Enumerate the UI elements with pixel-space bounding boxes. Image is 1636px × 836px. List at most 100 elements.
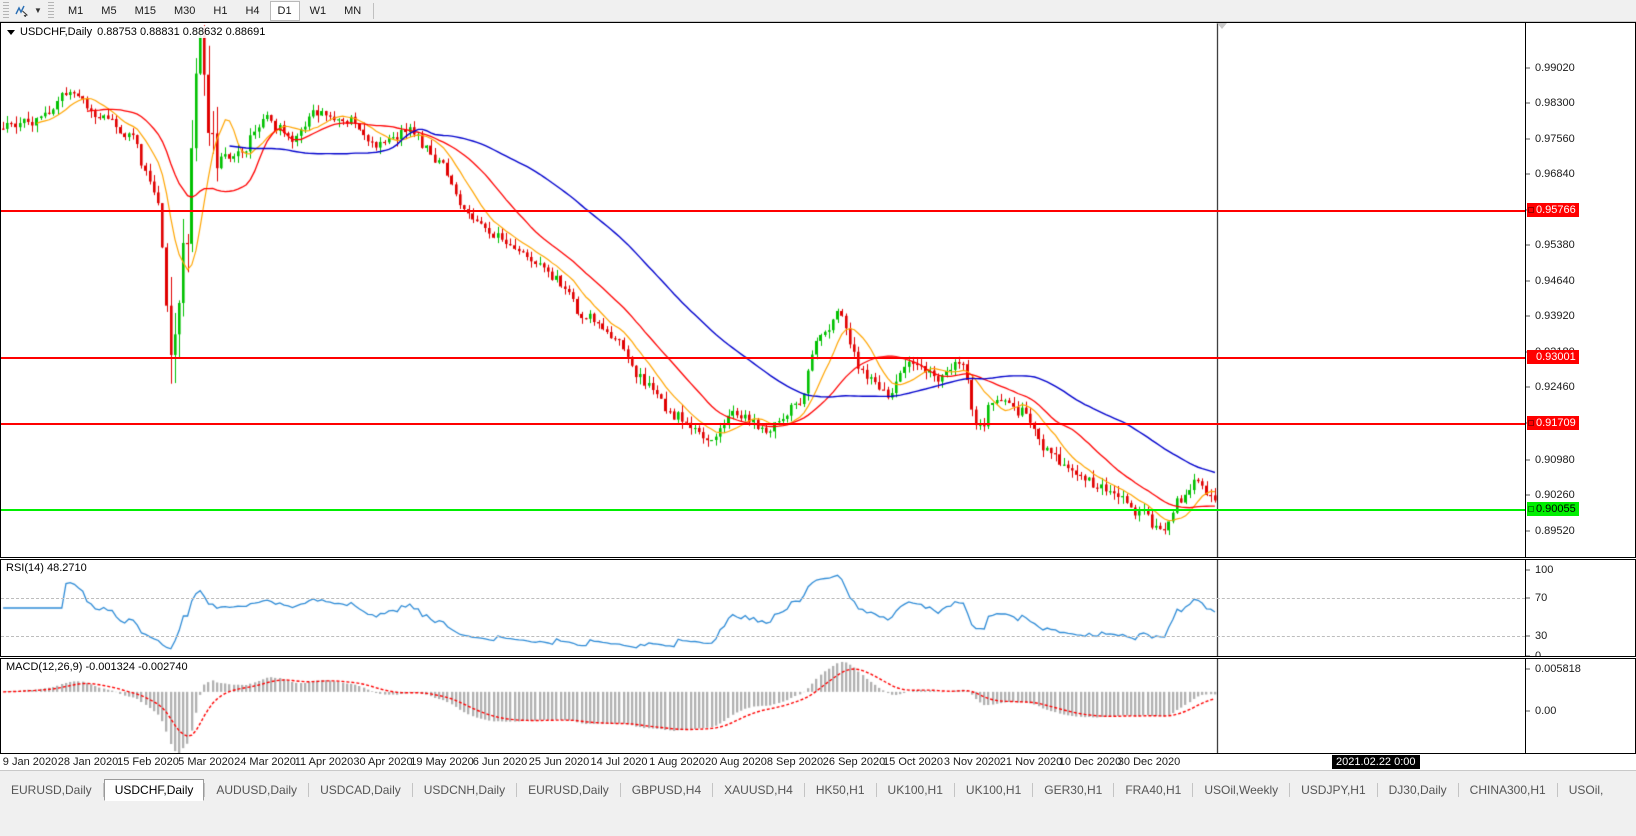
time-axis-label: 3 Nov 2020	[943, 756, 1001, 768]
rsi-axis: 100 70 30 0	[1525, 560, 1635, 656]
chart-tab-usoil-weekly[interactable]: USOil,Weekly	[1204, 783, 1279, 797]
chart-tab-usoil[interactable]: USOil,	[1568, 783, 1604, 797]
time-axis-label: 21 Nov 2020	[999, 756, 1063, 768]
toolbar-divider	[373, 2, 375, 19]
chart-tab-usdchf-daily[interactable]: USDCHF,Daily	[103, 779, 205, 801]
axis-tick-mark	[1526, 655, 1530, 656]
chart-tab-xauusd-h4[interactable]: XAUUSD,H4	[724, 783, 793, 797]
toolbar-drag-handle[interactable]	[3, 1, 9, 20]
tab-divider	[411, 783, 413, 797]
timeframe-buttons: M1 M5 M15 M30 H1 H4 D1 W1 MN	[60, 0, 369, 21]
chart-tab-uk100-h1[interactable]: UK100,H1	[965, 783, 1022, 797]
tab-divider	[875, 783, 877, 797]
tab-divider	[1457, 783, 1459, 797]
time-axis[interactable]: 9 Jan 2020 28 Jan 2020 15 Feb 2020 5 Mar 20…	[0, 755, 1636, 770]
chart-area[interactable]: USDCHF,Daily 0.88753 0.88831 0.88632 0.8…	[0, 22, 1636, 770]
chart-tabs: EURUSD,Daily USDCHF,Daily AUDUSD,Daily USDC…	[0, 779, 1636, 801]
tab-divider	[1376, 783, 1378, 797]
time-axis-label: 15 Oct 2020	[883, 756, 943, 768]
chart-tab-hk50-h1[interactable]: HK50,H1	[815, 783, 865, 797]
chart-tab-usdcad-daily[interactable]: USDCAD,Daily	[320, 783, 401, 797]
dropdown-caret-icon[interactable]: ▼	[34, 6, 42, 15]
time-axis-label: 14 Jul 2020	[590, 756, 648, 768]
timeframe-group-handle[interactable]	[48, 1, 54, 20]
candlestick-canvas	[1, 23, 1525, 557]
timeframe-h1[interactable]: H1	[213, 4, 228, 17]
time-axis-label: 8 Sep 2020	[766, 756, 824, 768]
price-plot[interactable]: USDCHF,Daily 0.88753 0.88831 0.88632 0.8…	[1, 23, 1525, 557]
level-line-support-1[interactable]	[1, 509, 1525, 511]
chart-tab-usdcnh-daily[interactable]: USDCNH,Daily	[423, 783, 506, 797]
price-tag-support-1[interactable]: 0.90055	[1527, 502, 1579, 516]
ohlc-values-text: 0.88753 0.88831 0.88632 0.88691	[97, 26, 266, 38]
price-tag-resistance-2[interactable]: 0.93001	[1527, 350, 1579, 364]
level-drag-handle[interactable]	[1528, 420, 1534, 426]
tab-divider	[803, 783, 805, 797]
rsi-canvas	[1, 560, 1525, 656]
axis-tick-label: 0.96840	[1535, 168, 1575, 180]
time-axis-label: 15 Feb 2020	[117, 756, 179, 768]
timeframe-m1[interactable]: M1	[68, 4, 84, 17]
level-drag-handle[interactable]	[1528, 506, 1534, 512]
chart-tab-usdjpy-h1[interactable]: USDJPY,H1	[1301, 783, 1366, 797]
price-tag-resistance-1[interactable]: 0.95766	[1527, 203, 1579, 217]
time-axis-label: 10 Dec 2020	[1058, 756, 1122, 768]
level-line-resistance-1[interactable]	[1, 210, 1525, 212]
chart-tab-audusd-daily[interactable]: AUDUSD,Daily	[216, 783, 298, 797]
tab-divider	[1192, 783, 1194, 797]
tab-divider	[308, 783, 310, 797]
price-axis[interactable]: 0.990200.983000.975600.968400.961000.953…	[1525, 23, 1635, 557]
chart-tab-china300-h1[interactable]: CHINA300,H1	[1469, 783, 1546, 797]
chart-tab-gbpusd-h4[interactable]: GBPUSD,H4	[631, 783, 702, 797]
axis-tick-label: 0.97560	[1535, 133, 1575, 145]
axis-tick-mark	[1526, 280, 1530, 282]
chart-cursor-icon[interactable]	[11, 2, 31, 20]
level-line-resistance-2[interactable]	[1, 357, 1525, 359]
timeframe-d1[interactable]: D1	[269, 0, 300, 21]
chart-tab-dj30-daily[interactable]: DJ30,Daily	[1388, 783, 1447, 797]
timeframe-m30[interactable]: M30	[173, 4, 196, 17]
chart-tab-uk100-h1[interactable]: UK100,H1	[887, 783, 943, 797]
tab-divider	[1556, 783, 1558, 797]
collapse-triangle-icon[interactable]	[7, 29, 15, 35]
tab-divider	[1289, 783, 1291, 797]
tab-divider	[204, 783, 206, 797]
rsi-pane[interactable]: RSI(14) 48.2710 100 70 30 0	[0, 559, 1636, 657]
chart-tab-ger30-h1[interactable]: GER30,H1	[1044, 783, 1103, 797]
timeframe-m15[interactable]: M15	[134, 4, 156, 17]
axis-tick-label: 100	[1535, 564, 1554, 576]
axis-tick-label: 0.93920	[1535, 310, 1575, 322]
chart-tab-eurusd-daily[interactable]: EURUSD,Daily	[11, 783, 92, 797]
axis-tick-mark	[1526, 569, 1530, 571]
macd-plot[interactable]: MACD(12,26,9) -0.001324 -0.002740	[1, 659, 1525, 753]
timeframe-m5[interactable]: M5	[101, 4, 117, 17]
symbol-timeframe-text: USDCHF,Daily	[20, 26, 93, 38]
rsi-plot[interactable]: RSI(14) 48.2710	[1, 560, 1525, 656]
chart-tab-fra40-h1[interactable]: FRA40,H1	[1125, 783, 1182, 797]
timeframe-mn[interactable]: MN	[344, 4, 362, 17]
level-drag-handle[interactable]	[1528, 207, 1534, 213]
axis-tick-mark	[1526, 138, 1530, 140]
axis-tick-label: 0.90260	[1535, 489, 1575, 501]
price-tag-value: 0.95766	[1536, 204, 1576, 216]
chart-scroll-marker-icon	[1217, 23, 1227, 29]
time-cursor-tag: 2021.02.22 0:00	[1332, 755, 1420, 769]
chart-tab-eurusd-daily[interactable]: EURUSD,Daily	[528, 783, 609, 797]
chart-symbol-label: USDCHF,Daily 0.88753 0.88831 0.88632 0.8…	[7, 26, 266, 38]
axis-tick-mark	[1526, 315, 1530, 317]
time-axis-label: 20 Aug 2020	[705, 756, 767, 768]
timeframe-h4[interactable]: H4	[245, 4, 260, 17]
time-axis-label: 28 Jan 2020	[57, 756, 119, 768]
price-tag-resistance-3[interactable]: 0.91709	[1527, 416, 1579, 430]
axis-tick-mark	[1526, 67, 1530, 69]
level-line-resistance-3[interactable]	[1, 423, 1525, 425]
axis-tick-label: 0.95380	[1535, 239, 1575, 251]
macd-pane[interactable]: MACD(12,26,9) -0.001324 -0.002740 0.0058…	[0, 658, 1636, 754]
tab-divider	[1113, 783, 1115, 797]
timeframe-w1[interactable]: W1	[309, 4, 327, 17]
chart-tabbar: EURUSD,Daily USDCHF,Daily AUDUSD,Daily USDC…	[0, 770, 1636, 836]
tab-divider	[516, 783, 518, 797]
price-pane[interactable]: USDCHF,Daily 0.88753 0.88831 0.88632 0.8…	[0, 22, 1636, 558]
tab-divider	[102, 783, 104, 797]
time-axis-label: 9 Jan 2020	[2, 756, 58, 768]
